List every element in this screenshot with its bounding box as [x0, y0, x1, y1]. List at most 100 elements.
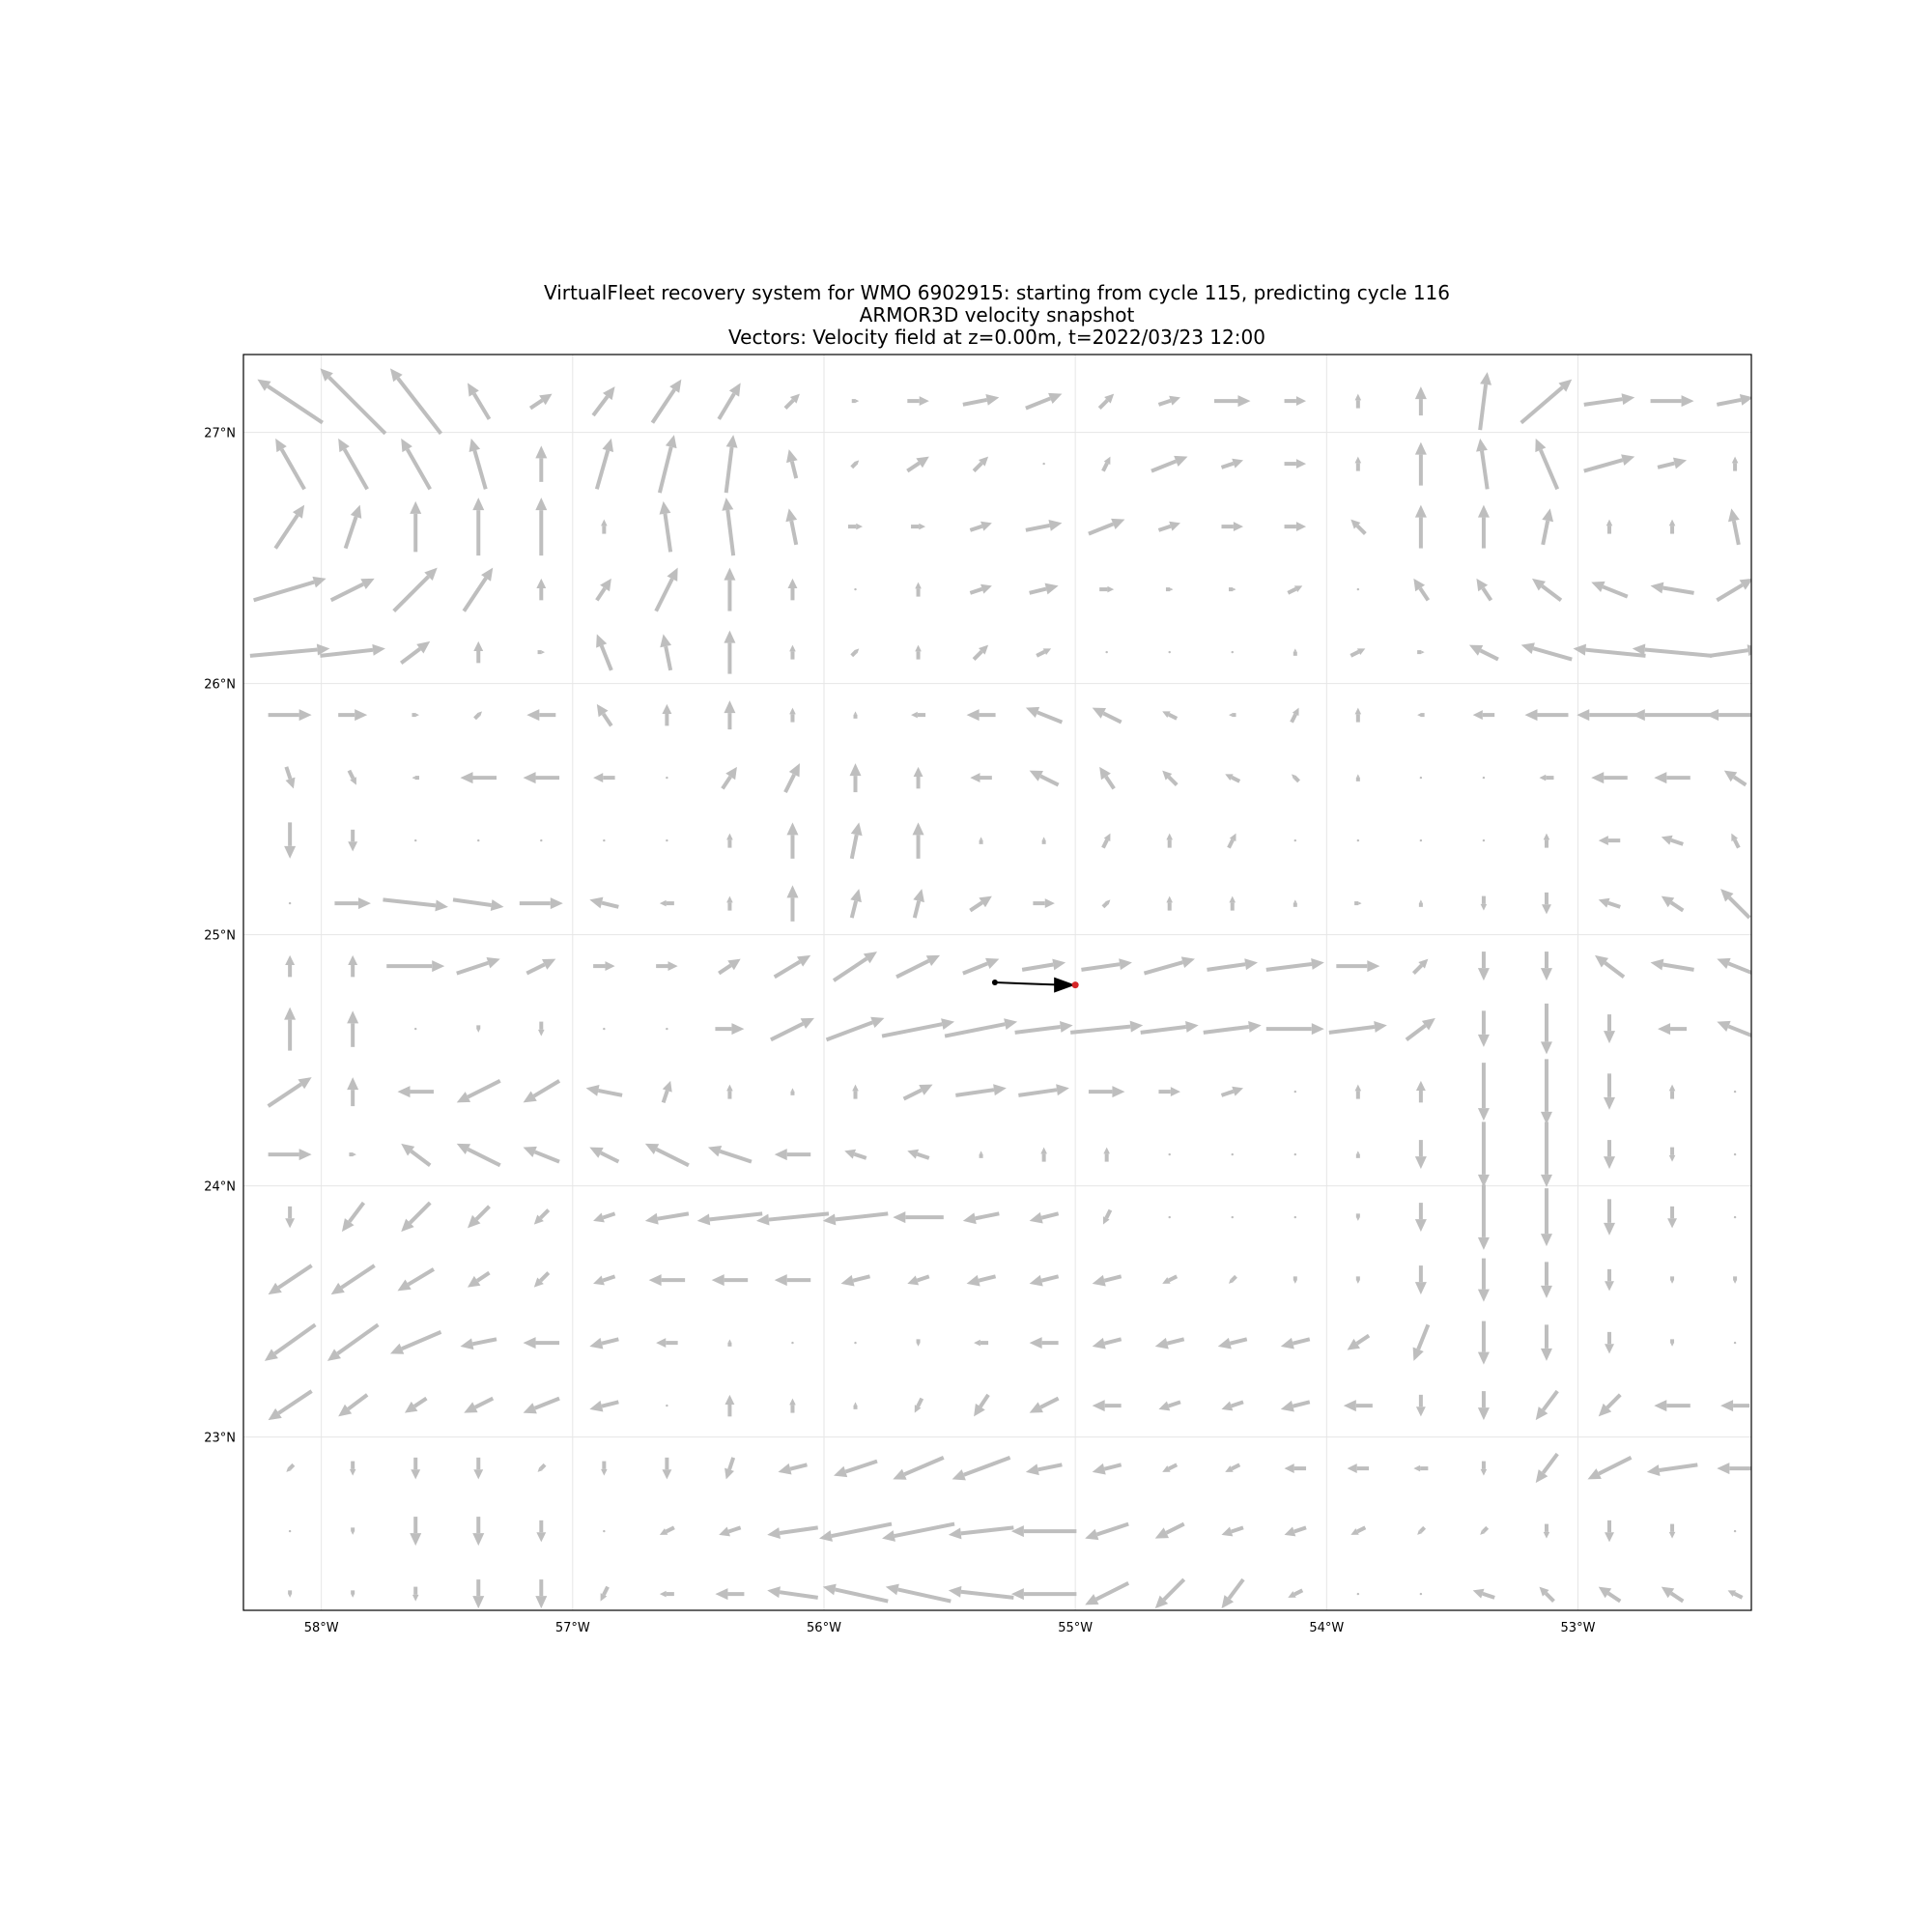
velocity-vector [659, 1525, 675, 1535]
velocity-vector [1668, 519, 1676, 534]
velocity-vector [593, 1274, 616, 1286]
velocity-vector [1293, 838, 1296, 842]
velocity-vector [1151, 455, 1188, 473]
velocity-vector [1414, 386, 1427, 416]
velocity-vector [1025, 706, 1064, 724]
velocity-vector [1231, 1152, 1234, 1156]
velocity-vector [589, 1147, 620, 1164]
velocity-vector [1605, 1520, 1614, 1543]
velocity-vector [1280, 1400, 1311, 1412]
velocity-vector [330, 1264, 376, 1295]
velocity-vector [1541, 508, 1554, 546]
velocity-vector [962, 957, 1000, 976]
velocity-vector [1010, 1525, 1077, 1538]
velocity-vector [1097, 393, 1115, 411]
velocity-vector [1207, 958, 1259, 972]
velocity-vector [853, 711, 858, 719]
velocity-vector [596, 703, 613, 727]
velocity-vector [644, 1143, 690, 1168]
velocity-vector [469, 438, 488, 490]
velocity-vector [902, 1084, 933, 1101]
velocity-vector [397, 1267, 435, 1292]
velocity-vector [1029, 1211, 1060, 1224]
velocity-vector [1203, 1021, 1262, 1035]
velocity-vector [526, 709, 556, 722]
velocity-vector [1166, 833, 1174, 848]
velocity-vector [1162, 770, 1179, 787]
velocity-vector [1025, 392, 1063, 411]
velocity-vector [456, 1143, 501, 1168]
velocity-vector [722, 497, 736, 556]
velocity-vector [1280, 1337, 1311, 1350]
trajectory-arrowhead [1054, 977, 1076, 993]
velocity-vector [1221, 1577, 1245, 1609]
velocity-vector [774, 1149, 811, 1161]
velocity-vector [473, 1457, 484, 1480]
velocity-vector [334, 897, 371, 910]
velocity-vector [392, 567, 438, 613]
velocity-vector [1154, 1521, 1185, 1539]
velocity-vector [329, 578, 375, 603]
velocity-vector [849, 889, 862, 919]
velocity-vector [288, 1529, 292, 1533]
velocity-vector [1041, 837, 1046, 844]
velocity-vector [825, 1016, 885, 1042]
velocity-vector [1350, 648, 1366, 658]
start-position-marker [991, 980, 998, 985]
velocity-vector [1477, 1010, 1490, 1047]
velocity-vector [907, 1274, 930, 1286]
velocity-vector [537, 1463, 547, 1472]
velocity-vector [1225, 1463, 1241, 1472]
velocity-vector [1081, 958, 1132, 972]
velocity-vector [1284, 396, 1307, 407]
velocity-vector [660, 634, 673, 671]
velocity-vector [268, 1389, 313, 1421]
velocity-vector [1343, 1400, 1373, 1412]
velocity-vector [1670, 1276, 1675, 1284]
velocity-vector [533, 1208, 551, 1225]
velocity-vector [523, 1079, 561, 1103]
velocity-vector [1412, 1323, 1431, 1361]
velocity-vector [595, 578, 611, 602]
velocity-vector [1162, 711, 1179, 721]
velocity-vector [1356, 1592, 1360, 1596]
velocity-vector [851, 399, 860, 404]
velocity-vector [343, 504, 362, 550]
velocity-vector [1265, 958, 1324, 972]
velocity-vector [1355, 1276, 1360, 1284]
x-tick-label: 56°W [807, 1621, 841, 1635]
velocity-vector [535, 445, 548, 482]
velocity-vector [916, 1339, 921, 1347]
velocity-vector [1154, 1577, 1186, 1609]
velocity-vector [726, 1084, 733, 1099]
velocity-vector [1287, 585, 1303, 595]
float-trajectory [991, 977, 1079, 993]
velocity-vector [1414, 1140, 1427, 1170]
velocity-vector [347, 1010, 359, 1047]
velocity-vector [389, 1330, 442, 1354]
velocity-vector [832, 952, 878, 982]
velocity-vector [789, 1398, 796, 1413]
velocity-vector [288, 1590, 293, 1598]
velocity-vector [593, 1211, 616, 1223]
predicted-position-marker [1071, 981, 1079, 989]
velocity-vector [383, 897, 448, 912]
velocity-vector [1419, 1592, 1423, 1596]
velocity-vector [1231, 650, 1234, 654]
velocity-vector [1632, 709, 1713, 722]
velocity-vector [654, 567, 678, 612]
velocity-vector [661, 1080, 672, 1103]
velocity-vector [1413, 1464, 1429, 1472]
velocity-vector [1591, 772, 1628, 784]
velocity-vector [472, 497, 485, 556]
velocity-vector [1029, 1396, 1060, 1413]
velocity-vector [1583, 393, 1635, 407]
velocity-vector [1716, 394, 1751, 407]
velocity-vector [726, 895, 733, 911]
y-tick-label: 25°N [204, 929, 236, 944]
velocity-vector [1157, 395, 1180, 407]
velocity-vector [473, 711, 483, 721]
velocity-vector [285, 1206, 296, 1229]
velocity-vector [1472, 1588, 1495, 1600]
velocity-vector [1605, 1331, 1614, 1354]
